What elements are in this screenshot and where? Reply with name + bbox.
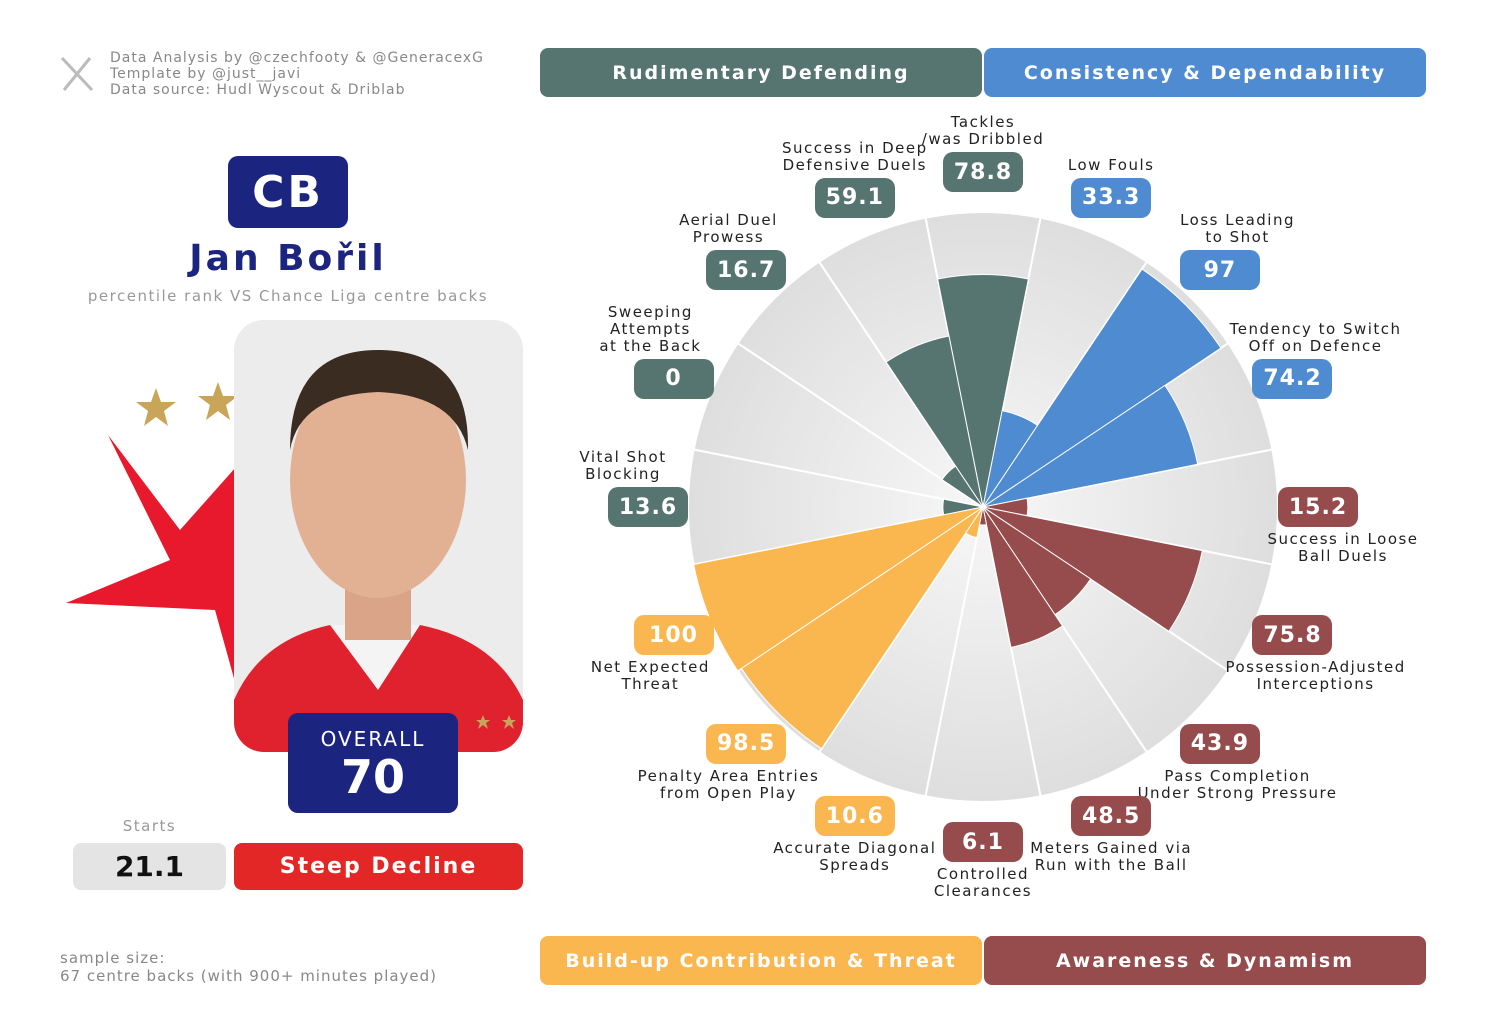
category-label: Sweeping Attempts at the Back: [599, 302, 702, 355]
overall-value: 70: [340, 750, 405, 804]
bar: [982, 384, 1199, 508]
category-label: Meters Gained via Run with the Ball: [1030, 839, 1193, 875]
trend-badge: Steep Decline: [234, 843, 523, 890]
category-label: Loss Leading to Shot: [1180, 211, 1295, 247]
starts-label: Starts: [122, 817, 177, 835]
gold-star: [198, 382, 238, 420]
group-banner: Consistency & Dependability: [984, 48, 1426, 97]
category-label: Success in Deep Defensive Duels: [781, 138, 928, 174]
value-label: 43.9: [1179, 723, 1260, 764]
gold-star: [136, 388, 176, 426]
value-label: 75.8: [1252, 615, 1333, 656]
value-label: 98.5: [706, 723, 787, 764]
bar: [885, 335, 984, 508]
value-label: 78.8: [943, 152, 1023, 192]
position-badge: CB: [228, 156, 348, 228]
category-label: Penalty Area Entries from Open Play: [637, 766, 820, 802]
credit-line: Template by @just__javi: [110, 66, 302, 82]
category-label: Accurate Diagonal Spreads: [773, 839, 937, 875]
credit-line: Data Analysis by @czechfooty & @Generace…: [110, 50, 484, 66]
bar: [937, 274, 1029, 508]
overall-box: [288, 713, 458, 813]
bar: [982, 506, 1064, 648]
slice-background: [736, 260, 984, 508]
value-label: 59.1: [814, 177, 895, 218]
value-label: 74.2: [1252, 358, 1333, 399]
player-name: Jan Bořil: [189, 238, 387, 279]
category-label: Possession-Adjusted Interceptions: [1225, 658, 1406, 694]
value-label: 10.6: [814, 796, 895, 837]
slice-background: [924, 506, 1042, 803]
credit-line: Data source: Hudl Wyscout & Driblab: [110, 82, 406, 98]
bar: [982, 506, 1203, 632]
starts-value: 21.1: [73, 843, 226, 890]
bar: [982, 268, 1222, 508]
shirt-stars: [476, 715, 516, 729]
value-label: 15.2: [1278, 487, 1358, 527]
value-label: 0: [633, 358, 714, 399]
group-banner: Awareness & Dynamism: [984, 936, 1426, 985]
slice-background: [687, 448, 984, 566]
category-label: Success in Loose Ball Duels: [1267, 530, 1419, 565]
sample-size: 67 centre backs (with 900+ minutes playe…: [60, 967, 438, 985]
bar: [740, 506, 984, 750]
category-label: Vital Shot Blocking: [579, 448, 667, 483]
value-label: 97: [1179, 250, 1260, 291]
bar: [978, 506, 988, 526]
group-banner: Build-up Contribution & Threat: [540, 936, 982, 985]
x-logo: [60, 56, 94, 92]
value-label: 100: [633, 615, 714, 656]
category-label: Aerial Duel Prowess: [679, 211, 778, 247]
category-label: Net Expected Threat: [590, 658, 710, 694]
group-banner: Rudimentary Defending: [540, 48, 982, 97]
overall-label: OVERALL: [320, 727, 426, 751]
category-label: Controlled Clearances: [933, 865, 1033, 900]
category-label: Low Fouls: [1067, 155, 1155, 174]
radial-chart: [687, 211, 1279, 803]
value-label: 13.6: [608, 487, 688, 527]
slice-background: [982, 448, 1279, 566]
value-label: 16.7: [706, 250, 787, 291]
category-label: Pass Completion Under Strong Pressure: [1137, 766, 1338, 802]
category-label: Tendency to Switch Off on Defence: [1229, 319, 1402, 355]
club-star: [66, 435, 260, 700]
subtitle: percentile rank VS Chance Liga centre ba…: [87, 287, 489, 305]
slice-background: [817, 506, 984, 798]
value-label: 6.1: [943, 822, 1023, 862]
category-label: Tackles /was Dribbled: [921, 113, 1045, 148]
value-label: 48.5: [1071, 796, 1152, 837]
sample-size-label: sample size:: [60, 949, 166, 967]
value-label: 33.3: [1071, 177, 1152, 218]
